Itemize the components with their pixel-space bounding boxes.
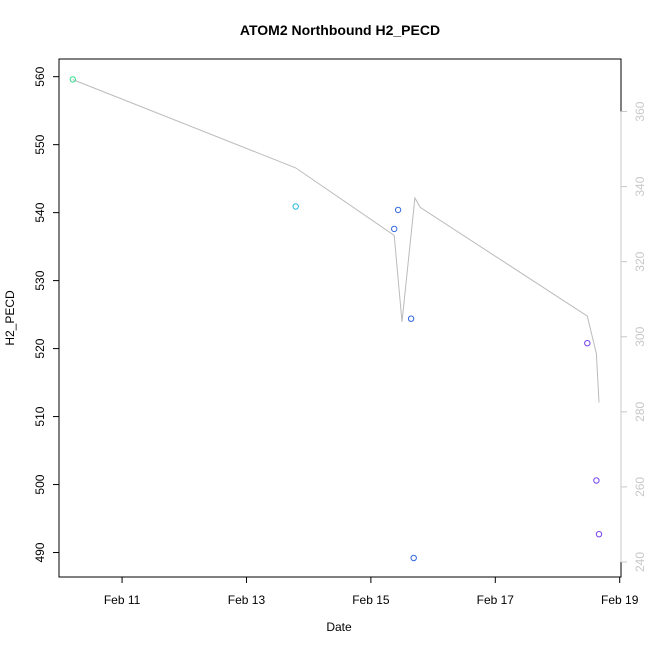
x-tick-label: Feb 19 <box>601 593 639 607</box>
y-axis-right: 240 260 280 300 320 340 360 <box>620 101 647 572</box>
data-point-6 <box>584 340 591 347</box>
y-tick-label: 550 <box>33 134 47 154</box>
y2-tick-label: 360 <box>633 101 647 121</box>
points-layer <box>69 76 603 562</box>
y-tick-label: 490 <box>33 542 47 562</box>
y2-series-line <box>72 79 600 403</box>
y-tick-label: 510 <box>33 406 47 426</box>
x-tick-label: Feb 11 <box>104 593 141 607</box>
y-axis-left: 490 500 510 520 530 540 550 560 <box>33 66 60 563</box>
y-tick-label: 500 <box>33 474 47 494</box>
data-point-1 <box>292 203 299 210</box>
x-tick-label: Feb 17 <box>477 593 515 607</box>
y2-tick-label: 340 <box>633 176 647 196</box>
data-point-4 <box>407 315 415 322</box>
y2-tick-label: 300 <box>633 326 647 346</box>
data-point-2 <box>391 225 398 233</box>
x-tick-label: Feb 13 <box>228 593 266 607</box>
x-axis-label: Date <box>326 620 352 634</box>
x-axis: Feb 11 Feb 13 Feb 15 Feb 17 Feb 19 <box>104 576 639 607</box>
x-tick-label: Feb 15 <box>352 593 390 607</box>
y2-line-layer <box>72 79 600 403</box>
y-tick-label: 530 <box>33 270 47 290</box>
y-tick-label: 540 <box>33 202 47 222</box>
chart-title: ATOM2 Northbound H2_PECD <box>240 22 440 38</box>
y2-tick-label: 280 <box>633 402 647 422</box>
y2-tick-label: 240 <box>633 552 647 572</box>
data-point-5 <box>410 554 417 562</box>
y2-tick-label: 260 <box>633 477 647 497</box>
y-axis-label: H2_PECD <box>3 290 17 346</box>
data-point-0 <box>69 76 77 83</box>
plot-frame <box>58 58 622 578</box>
y-tick-label: 560 <box>33 66 47 86</box>
y2-tick-label: 320 <box>633 251 647 271</box>
data-point-7 <box>593 477 600 484</box>
y-tick-label: 520 <box>33 338 47 358</box>
data-point-3 <box>394 206 402 214</box>
data-point-8 <box>595 531 603 538</box>
